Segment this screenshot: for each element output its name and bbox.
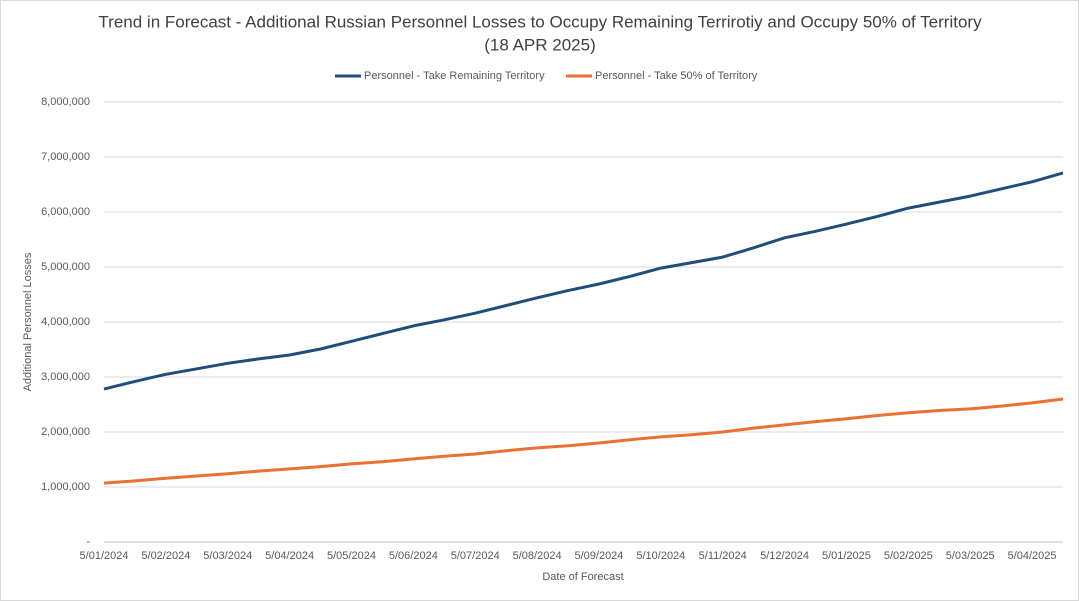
x-tick-label: 5/06/2024: [389, 550, 438, 562]
y-tick-label: 2,000,000: [41, 426, 90, 438]
x-tick-label: 5/09/2024: [574, 550, 623, 562]
x-tick-label: 5/10/2024: [636, 550, 685, 562]
x-tick-label: 5/08/2024: [513, 550, 562, 562]
series-line: [103, 171, 1064, 391]
x-axis-label: Date of Forecast: [542, 571, 623, 583]
x-tick-label: 5/05/2024: [327, 550, 376, 562]
series-line: [103, 397, 1064, 485]
legend-label: Personnel - Take Remaining Territory: [364, 70, 545, 82]
x-tick-label: 5/11/2024: [699, 550, 747, 562]
chart-subtitle: (18 APR 2025): [484, 35, 596, 54]
x-tick-label: 5/04/2025: [1008, 550, 1057, 562]
x-tick-label: 5/02/2025: [884, 550, 933, 562]
x-tick-label: 5/04/2024: [265, 550, 314, 562]
y-tick-label: 3,000,000: [41, 371, 90, 383]
x-tick-label: 5/02/2024: [141, 550, 190, 562]
x-tick-label: 5/03/2025: [946, 550, 995, 562]
chart-title: Trend in Forecast - Additional Russian P…: [98, 12, 982, 31]
y-tick-label: 4,000,000: [41, 316, 90, 328]
y-tick-label: 1,000,000: [41, 481, 90, 493]
y-axis-label: Additional Personnel Losses: [22, 252, 34, 391]
y-tick-label: 8,000,000: [41, 96, 90, 108]
x-tick-label: 5/01/2024: [80, 550, 129, 562]
y-tick-label: 5,000,000: [41, 261, 90, 273]
legend-label: Personnel - Take 50% of Territory: [595, 70, 758, 82]
x-tick-label: 5/01/2025: [822, 550, 871, 562]
y-tick-label: -: [86, 536, 90, 548]
x-tick-label: 5/07/2024: [451, 550, 500, 562]
y-tick-label: 7,000,000: [41, 151, 90, 163]
x-tick-label: 5/03/2024: [203, 550, 252, 562]
x-tick-label: 5/12/2024: [760, 550, 809, 562]
y-tick-label: 6,000,000: [41, 206, 90, 218]
